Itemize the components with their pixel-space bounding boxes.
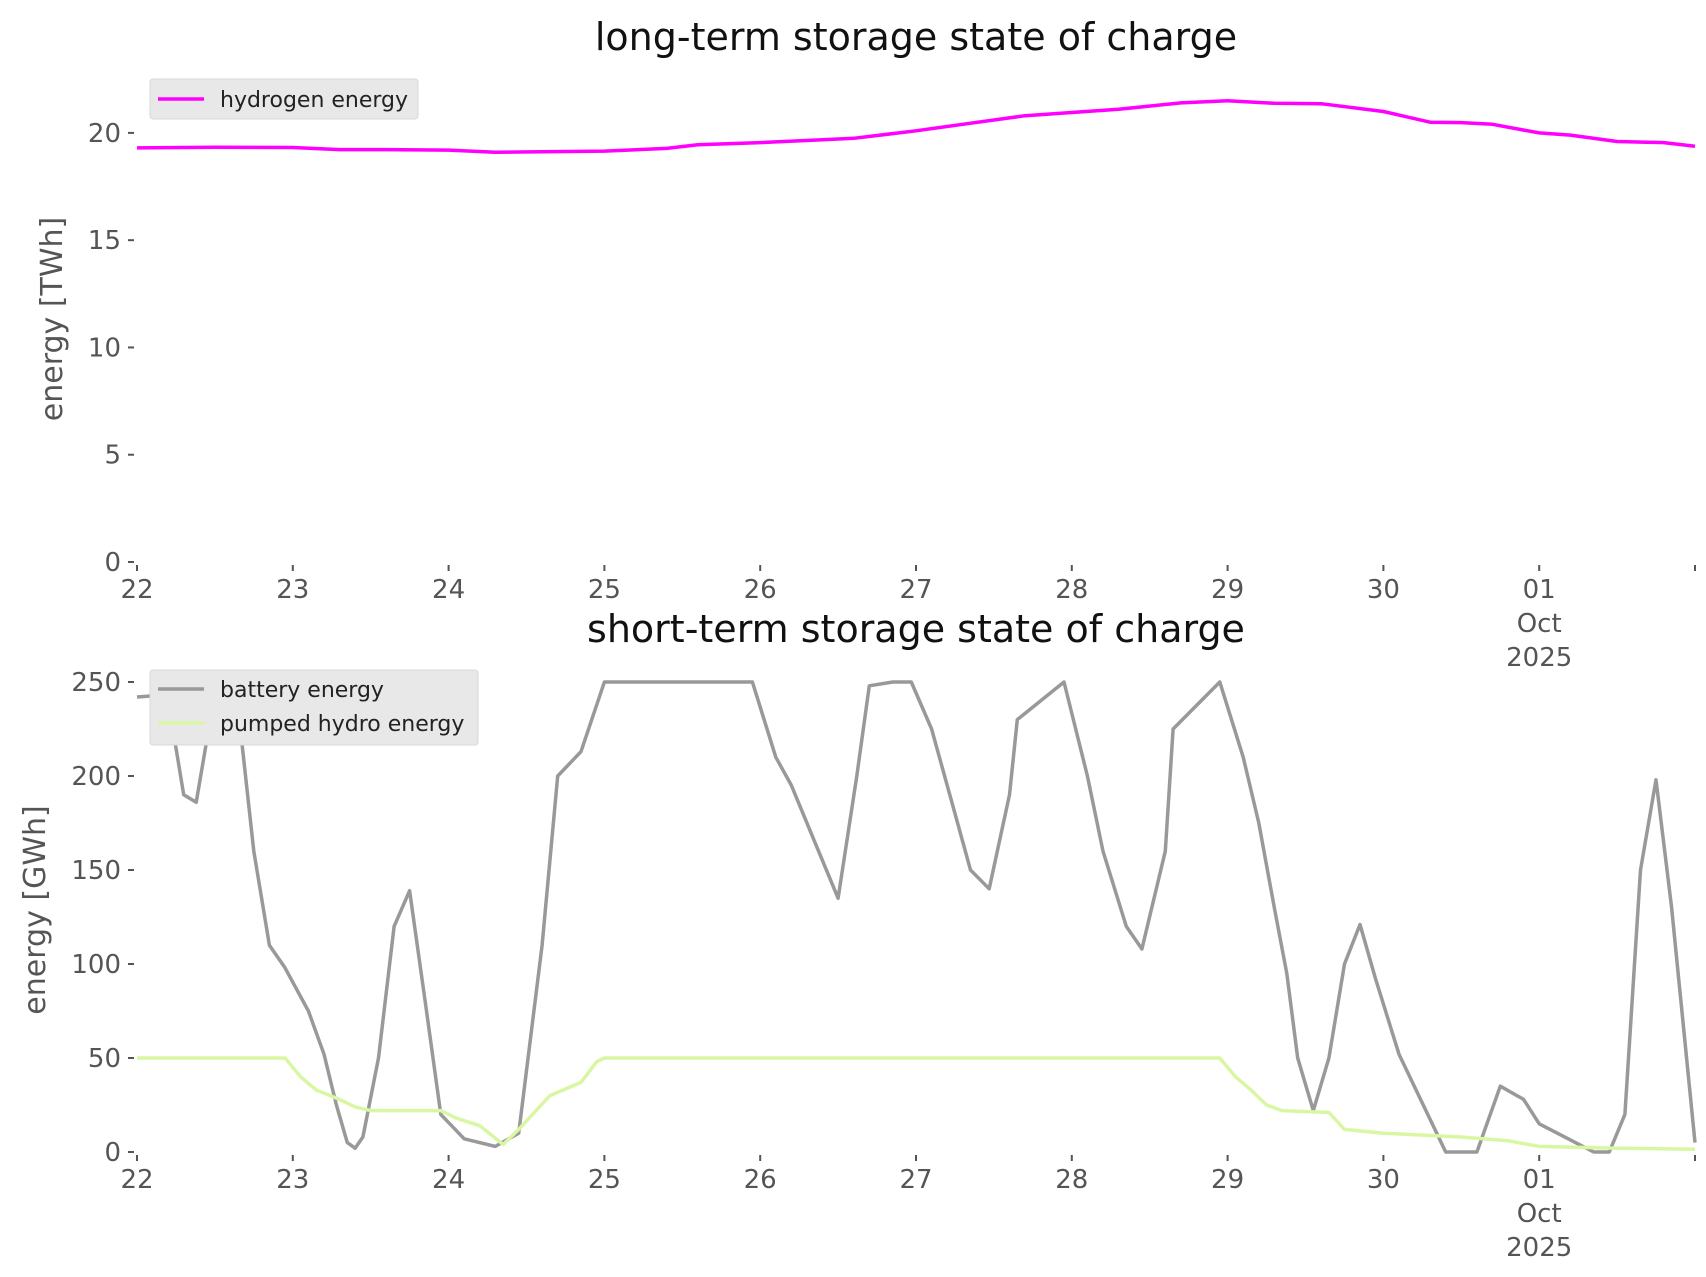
legend-label-battery: battery energy [220, 678, 384, 703]
x-tick-label: 24 [432, 1165, 465, 1195]
y-tick-label: 0 [104, 548, 121, 578]
x-tick-label: 27 [899, 1165, 932, 1195]
x-tick-label: 27 [899, 575, 932, 605]
x-tick-label: 23 [276, 1165, 309, 1195]
x-tick-label: 26 [744, 575, 777, 605]
x-tick-label: 22 [120, 575, 153, 605]
legend-label-hydrogen: hydrogen energy [220, 88, 408, 113]
y-axis-label: energy [TWh] [35, 217, 70, 421]
y-tick-label: 250 [71, 668, 121, 698]
x-tick-label: 29 [1211, 1165, 1244, 1195]
x-tick-label: 30 [1367, 575, 1400, 605]
series-line-pumped-hydro-energy [137, 1056, 1696, 1151]
x-tick-label: 01 Oct 2025 [1506, 575, 1572, 673]
x-tick-label: 25 [588, 575, 621, 605]
x-axis-ticks: 22 23 24 25 26 27 28 29 30 01 Oct 2025 [120, 565, 1696, 673]
y-tick-label: 200 [71, 762, 121, 792]
series-lines [136, 98, 1696, 154]
y-tick-label: 100 [71, 950, 121, 980]
x-tick-label: 24 [432, 575, 465, 605]
short-term-storage-panel: short-term storage state of charge energ… [18, 607, 1697, 1263]
legend-label-pumped-hydro: pumped hydro energy [220, 712, 464, 737]
y-tick-label: 15 [88, 226, 121, 256]
x-tick-label: 26 [744, 1165, 777, 1195]
y-tick-label: 50 [88, 1044, 121, 1074]
long-term-storage-panel: long-term storage state of charge energy… [35, 15, 1696, 673]
series-lines [136, 680, 1697, 1154]
series-line-battery-energy [136, 680, 1697, 1154]
x-tick-label: 01 Oct 2025 [1506, 1165, 1572, 1263]
y-tick-label: 150 [71, 856, 121, 886]
x-tick-label: 25 [588, 1165, 621, 1195]
legend: battery energy pumped hydro energy [149, 669, 479, 746]
x-tick-label: 23 [276, 575, 309, 605]
y-axis-label: energy [GWh] [18, 805, 53, 1014]
legend-box [149, 669, 479, 746]
y-tick-label: 20 [88, 119, 121, 149]
y-tick-label: 5 [104, 441, 121, 471]
chart-title: long-term storage state of charge [595, 15, 1237, 59]
x-tick-label: 29 [1211, 575, 1244, 605]
legend: hydrogen energy [149, 78, 419, 120]
y-axis-ticks: 0 50 100 150 200 250 [71, 668, 134, 1168]
y-tick-label: 0 [104, 1138, 121, 1168]
y-tick-label: 10 [88, 333, 121, 363]
x-tick-label: 28 [1055, 575, 1088, 605]
x-tick-label: 22 [120, 1165, 153, 1195]
legend-box [149, 78, 419, 120]
y-axis-ticks: 0 5 10 15 20 [88, 119, 134, 578]
series-line-hydrogen-energy [136, 98, 1696, 154]
x-axis-ticks: 22 23 24 25 26 27 28 29 30 01 Oct 2025 [120, 1155, 1696, 1263]
x-tick-label: 28 [1055, 1165, 1088, 1195]
chart-title: short-term storage state of charge [587, 607, 1245, 651]
x-tick-label: 30 [1367, 1165, 1400, 1195]
